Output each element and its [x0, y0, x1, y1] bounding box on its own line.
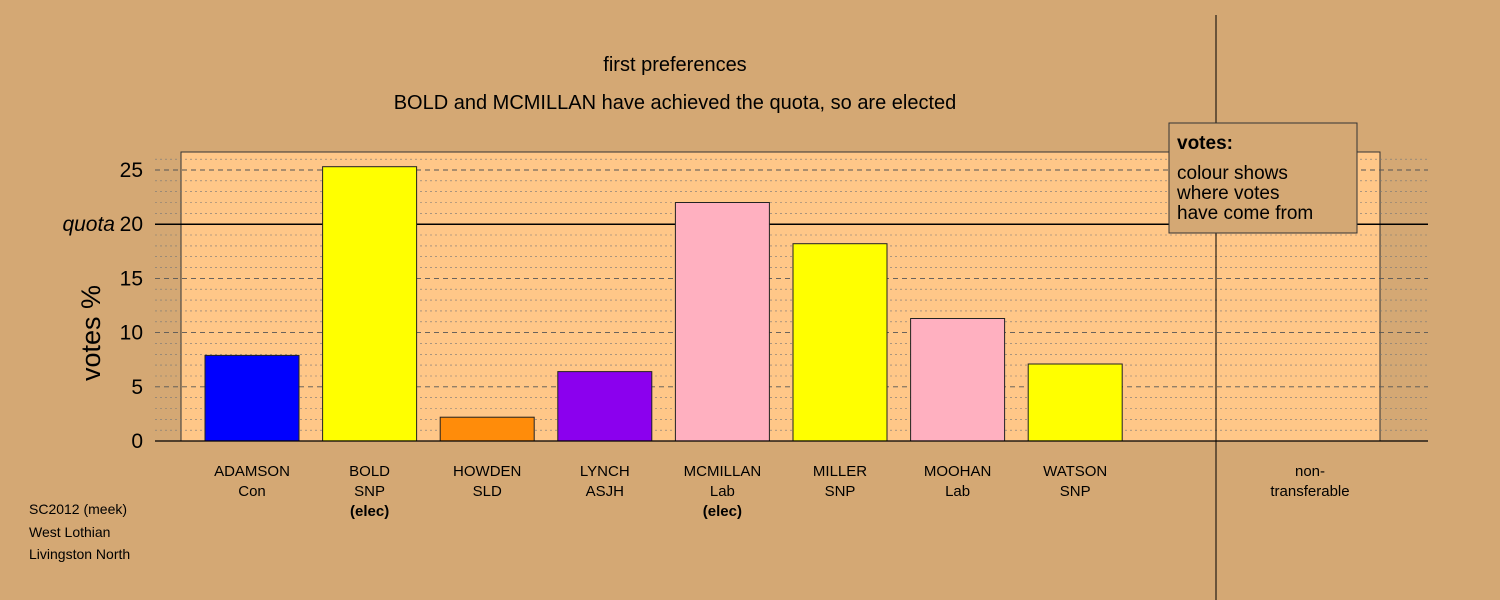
y-axis-ticks: 0 5 10 15 20 25 — [120, 159, 143, 453]
bar-adamson — [204, 354, 300, 442]
legend-line-2: where votes — [1176, 183, 1279, 204]
y-tick-label: 25 — [120, 159, 143, 182]
bar-lynch — [557, 371, 653, 442]
candidate-name-label: ADAMSON — [214, 463, 290, 480]
candidate-name-label: LYNCH — [580, 463, 630, 480]
bars-group — [204, 166, 1123, 442]
candidate-name-label: MILLER — [813, 463, 867, 480]
y-tick-label: 10 — [120, 322, 143, 345]
party-label: SNP — [825, 483, 856, 500]
quota-label: quota — [62, 213, 115, 236]
footer-line-2: West Lothian — [29, 524, 110, 540]
party-label: Lab — [945, 483, 970, 500]
nontransferable-label-2: transferable — [1270, 483, 1349, 500]
chart-subtitle: BOLD and MCMILLAN have achieved the quot… — [394, 92, 957, 114]
chart-title: first preferences — [603, 54, 746, 76]
legend-line-3: have come from — [1177, 203, 1313, 224]
legend-title: votes: — [1177, 133, 1233, 154]
bar-miller — [792, 243, 888, 442]
candidate-name-label: WATSON — [1043, 463, 1107, 480]
party-label: ASJH — [586, 483, 624, 500]
footer-line-1: SC2012 (meek) — [29, 501, 127, 517]
bar-mcmillan — [674, 202, 770, 442]
party-label: SNP — [1060, 483, 1091, 500]
legend-box: votes: colour shows where votes have com… — [1168, 122, 1358, 234]
y-tick-label: 5 — [131, 376, 143, 399]
candidate-name-label: BOLD — [349, 463, 390, 480]
nontransferable-label-1: non- — [1295, 463, 1325, 480]
y-tick-label: 20 — [120, 213, 143, 236]
party-label: SNP — [354, 483, 385, 500]
party-label: Lab — [710, 483, 735, 500]
y-tick-label: 15 — [120, 267, 143, 290]
legend-line-1: colour shows — [1177, 163, 1288, 184]
candidate-name-label: HOWDEN — [453, 463, 521, 480]
party-label: Con — [238, 483, 266, 500]
x-axis-labels: ADAMSON Con BOLD SNP (elec) HOWDEN SLD LYNCH ASJ… — [214, 463, 1107, 520]
legend-background — [1168, 122, 1358, 234]
bar-howden — [439, 416, 535, 442]
y-tick-label: 0 — [131, 430, 143, 453]
party-label: SLD — [473, 483, 502, 500]
y-axis-label: votes % — [76, 285, 106, 381]
bar-moohan — [910, 318, 1006, 442]
elected-label: (elec) — [350, 503, 389, 520]
footer-line-3: Livingston North — [29, 546, 130, 562]
bar-bold — [322, 166, 418, 442]
elected-label: (elec) — [703, 503, 742, 520]
candidate-name-label: MOOHAN — [924, 463, 992, 480]
bar-watson — [1027, 363, 1123, 442]
candidate-name-label: MCMILLAN — [684, 463, 762, 480]
